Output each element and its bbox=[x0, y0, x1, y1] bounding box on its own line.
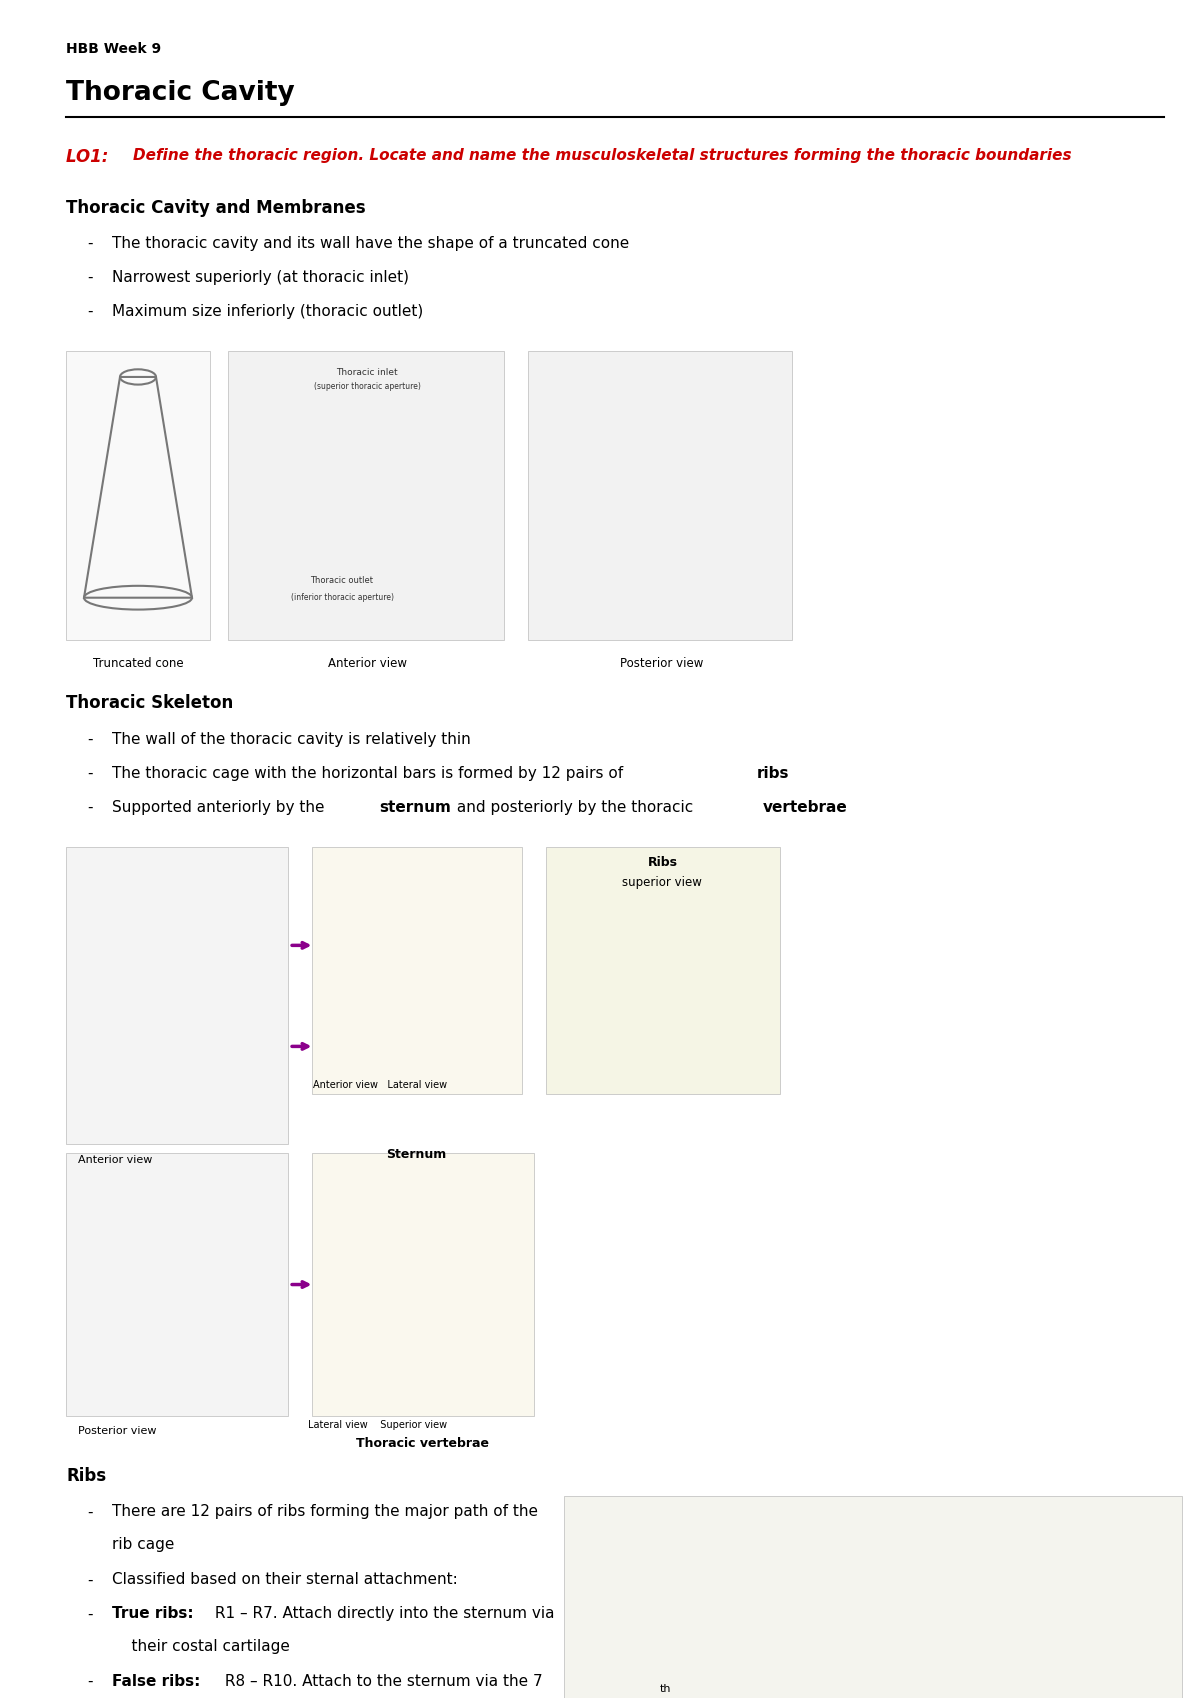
Text: superior view: superior view bbox=[623, 876, 702, 890]
Bar bbox=[528, 351, 792, 640]
Text: Thoracic vertebrae: Thoracic vertebrae bbox=[356, 1437, 488, 1450]
Text: Anterior view   Lateral view: Anterior view Lateral view bbox=[313, 1080, 448, 1090]
Text: -: - bbox=[88, 766, 94, 781]
Text: The wall of the thoracic cavity is relatively thin: The wall of the thoracic cavity is relat… bbox=[112, 732, 470, 747]
Text: False ribs:: False ribs: bbox=[112, 1674, 200, 1690]
Text: Thoracic outlet: Thoracic outlet bbox=[311, 576, 373, 584]
Text: Thoracic inlet: Thoracic inlet bbox=[336, 368, 398, 377]
Text: Ribs: Ribs bbox=[648, 856, 678, 869]
Text: -: - bbox=[88, 1674, 94, 1690]
Bar bbox=[312, 847, 522, 1094]
Text: The thoracic cage with the horizontal bars is formed by 12 pairs of: The thoracic cage with the horizontal ba… bbox=[112, 766, 628, 781]
Text: HBB Week 9: HBB Week 9 bbox=[66, 42, 161, 56]
Text: -: - bbox=[88, 1572, 94, 1588]
Text: -: - bbox=[88, 1606, 94, 1622]
Text: Thoracic Cavity and Membranes: Thoracic Cavity and Membranes bbox=[66, 199, 366, 217]
Text: their costal cartilage: their costal cartilage bbox=[112, 1639, 289, 1654]
Text: th: th bbox=[660, 1684, 672, 1695]
Text: rib cage: rib cage bbox=[112, 1537, 174, 1552]
Text: Truncated cone: Truncated cone bbox=[92, 657, 184, 671]
Text: True ribs:: True ribs: bbox=[112, 1606, 193, 1622]
Text: sternum: sternum bbox=[379, 800, 451, 815]
Text: Lateral view    Superior view: Lateral view Superior view bbox=[308, 1420, 448, 1430]
Bar bbox=[564, 1496, 1182, 1698]
Text: Narrowest superiorly (at thoracic inlet): Narrowest superiorly (at thoracic inlet) bbox=[112, 270, 408, 285]
Text: Classified based on their sternal attachment:: Classified based on their sternal attach… bbox=[112, 1572, 457, 1588]
Text: LO1:: LO1: bbox=[66, 148, 114, 166]
Text: Sternum: Sternum bbox=[386, 1148, 446, 1161]
Text: Anterior view: Anterior view bbox=[78, 1155, 152, 1165]
Text: (inferior thoracic aperture): (inferior thoracic aperture) bbox=[290, 593, 394, 601]
Text: Define the thoracic region. Locate and name the musculoskeletal structures formi: Define the thoracic region. Locate and n… bbox=[133, 148, 1072, 163]
Text: The thoracic cavity and its wall have the shape of a truncated cone: The thoracic cavity and its wall have th… bbox=[112, 236, 629, 251]
Text: R1 – R7. Attach directly into the sternum via: R1 – R7. Attach directly into the sternu… bbox=[210, 1606, 554, 1622]
Text: Posterior view: Posterior view bbox=[619, 657, 703, 671]
Text: (superior thoracic aperture): (superior thoracic aperture) bbox=[313, 382, 421, 391]
Text: Thoracic Cavity: Thoracic Cavity bbox=[66, 80, 295, 105]
Text: Anterior view: Anterior view bbox=[328, 657, 407, 671]
Text: There are 12 pairs of ribs forming the major path of the: There are 12 pairs of ribs forming the m… bbox=[112, 1504, 538, 1520]
Text: -: - bbox=[88, 800, 94, 815]
Text: -: - bbox=[88, 1504, 94, 1520]
Text: vertebrae: vertebrae bbox=[763, 800, 848, 815]
Text: -: - bbox=[88, 270, 94, 285]
Text: R8 – R10. Attach to the sternum via the 7: R8 – R10. Attach to the sternum via the … bbox=[220, 1674, 542, 1690]
Bar bbox=[312, 1153, 534, 1416]
Bar bbox=[546, 847, 780, 1094]
Text: -: - bbox=[88, 304, 94, 319]
Bar bbox=[228, 351, 504, 640]
Text: Maximum size inferiorly (thoracic outlet): Maximum size inferiorly (thoracic outlet… bbox=[112, 304, 422, 319]
Text: Ribs: Ribs bbox=[66, 1467, 106, 1486]
Text: Thoracic Skeleton: Thoracic Skeleton bbox=[66, 694, 233, 713]
Text: -: - bbox=[88, 732, 94, 747]
Text: ribs: ribs bbox=[757, 766, 790, 781]
Bar bbox=[66, 351, 210, 640]
Text: Supported anteriorly by the: Supported anteriorly by the bbox=[112, 800, 329, 815]
Text: Posterior view: Posterior view bbox=[78, 1426, 156, 1437]
Bar bbox=[66, 847, 288, 1144]
Text: and posteriorly by the thoracic: and posteriorly by the thoracic bbox=[452, 800, 698, 815]
Text: -: - bbox=[88, 236, 94, 251]
Bar bbox=[66, 1153, 288, 1416]
